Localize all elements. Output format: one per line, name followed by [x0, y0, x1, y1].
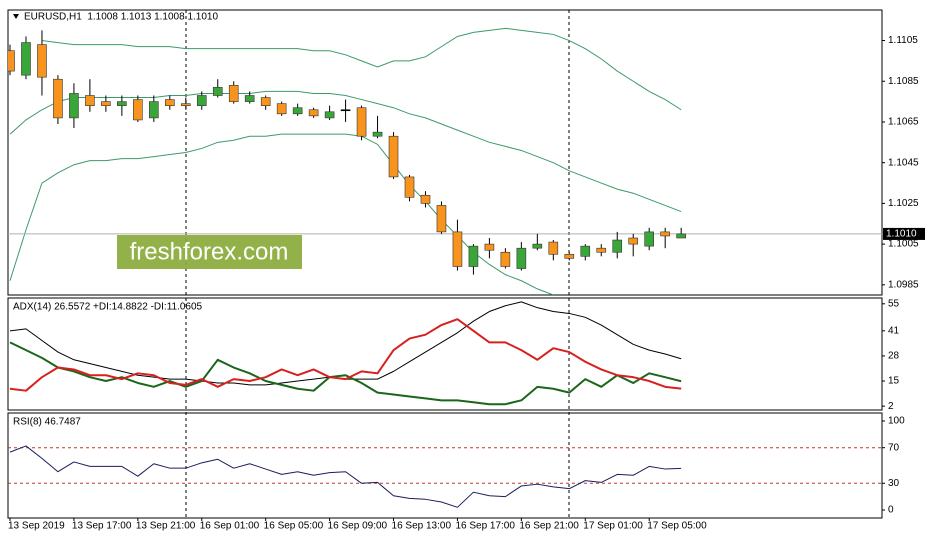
- y-tick-label: 0: [888, 505, 894, 516]
- indicator-line: [9, 445, 682, 508]
- y-tick-label: 55: [888, 298, 900, 309]
- candle-body: [372, 131, 383, 137]
- candle-body: [596, 247, 607, 253]
- candle-body: [260, 97, 271, 106]
- candle-body: [292, 107, 303, 115]
- candle-body: [404, 176, 415, 198]
- y-tick-label: 1.1105: [888, 35, 918, 46]
- y-tick-label: 41: [888, 325, 900, 336]
- candle-body: [180, 103, 191, 106]
- x-tick-label: 13 Sep 2019: [8, 521, 65, 532]
- candle-body: [8, 50, 15, 72]
- chart-title: EURUSD,H1 1.1008 1.1013 1.1008 1.1010: [24, 12, 218, 23]
- candle-body: [420, 194, 431, 204]
- indicator-line: [9, 318, 682, 392]
- y-tick-label: 15: [888, 376, 900, 387]
- plot-area: [8, 445, 882, 508]
- plot-area: [9, 301, 682, 406]
- menu-arrow: [13, 14, 19, 19]
- x-tick-label: 13 Sep 21:00: [136, 521, 196, 532]
- candle-body: [196, 95, 207, 106]
- x-tick-label: 16 Sep 17:00: [455, 521, 515, 532]
- candle-body: [388, 135, 399, 178]
- price-tag: [883, 227, 925, 240]
- y-tick-label: 2: [888, 401, 894, 412]
- candle-body: [324, 111, 335, 119]
- candle-body: [69, 93, 79, 119]
- candle-body: [660, 231, 670, 237]
- candle-body: [53, 78, 63, 119]
- candle-body: [37, 44, 47, 78]
- candle-body: [532, 243, 543, 249]
- candle-body: [340, 109, 351, 112]
- candle-body: [276, 103, 287, 115]
- main-panel: [7, 9, 883, 296]
- y-tick-label: 28: [888, 351, 900, 362]
- candle-body: [676, 233, 686, 239]
- candle-body: [436, 205, 447, 233]
- candle-body: [85, 95, 95, 106]
- candle-body: [548, 241, 559, 255]
- candle-body: [580, 245, 591, 257]
- y-tick-label: 1.1085: [888, 76, 919, 87]
- candle-body: [308, 109, 319, 117]
- x-tick-label: 13 Sep 17:00: [72, 521, 132, 532]
- y-tick-label: 1.0985: [888, 279, 919, 290]
- candle-body: [644, 231, 655, 247]
- candle-body: [468, 245, 479, 267]
- candle-body: [356, 107, 367, 137]
- y-tick-label: 1.1005: [888, 239, 919, 250]
- candle-body: [516, 247, 527, 269]
- rsi-panel: [7, 412, 883, 519]
- candle-body: [117, 101, 127, 106]
- y-tick-label: 30: [888, 478, 900, 489]
- plot-area: [8, 27, 882, 295]
- y-tick-label: 1.1045: [888, 157, 919, 168]
- x-tick-label: 17 Sep 05:00: [647, 521, 707, 532]
- candle-body: [133, 99, 143, 121]
- x-tick-label: 16 Sep 01:00: [200, 521, 260, 532]
- candle-body: [149, 101, 159, 119]
- indicator-title: ADX(14) 26.5572 +DI:14.8822 -DI:11.0605: [13, 302, 203, 313]
- x-tick-label: 16 Sep 13:00: [392, 521, 452, 532]
- candle-body: [101, 101, 111, 106]
- y-tick-label: 1.1025: [888, 198, 919, 209]
- x-tick-label: 16 Sep 09:00: [328, 521, 388, 532]
- candle-body: [244, 95, 255, 102]
- candle-body: [484, 243, 495, 251]
- candle-body: [452, 231, 463, 267]
- candle-body: [228, 85, 239, 102]
- price-tag-label: 1.1010: [886, 229, 917, 240]
- x-tick-label: 16 Sep 21:00: [519, 521, 579, 532]
- x-tick-label: 17 Sep 01:00: [583, 521, 643, 532]
- indicator-title: RSI(8) 46.7487: [13, 417, 81, 428]
- indicator-line: [9, 341, 682, 406]
- band-line: [9, 133, 554, 295]
- adx-panel: [7, 297, 883, 411]
- candle-body: [212, 87, 223, 96]
- watermark-box: [117, 235, 302, 269]
- watermark: freshforex.com: [130, 238, 289, 265]
- candle-body: [21, 42, 31, 76]
- y-tick-label: 70: [888, 442, 900, 453]
- x-tick-label: 16 Sep 05:00: [264, 521, 324, 532]
- y-tick-label: 1.1065: [888, 117, 919, 128]
- candle-body: [628, 237, 639, 245]
- candle-body: [564, 253, 575, 259]
- candle-body: [500, 251, 511, 267]
- band-line: [41, 27, 682, 111]
- candle-body: [165, 99, 175, 106]
- y-tick-label: 100: [888, 416, 905, 427]
- candle-body: [612, 239, 623, 253]
